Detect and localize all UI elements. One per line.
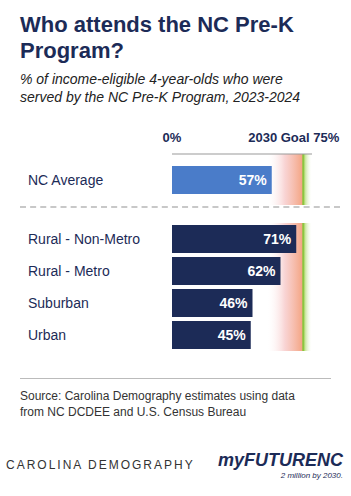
svg-text:0%: 0% [163, 130, 182, 145]
svg-text:71%: 71% [263, 231, 292, 247]
html-text:2 million by 2030.: 2 million by 2030. [280, 471, 343, 480]
svg-text:45%: 45% [218, 327, 247, 343]
html-text:Source: Carolina Demography es: Source: Carolina Demography estimates us… [20, 389, 295, 419]
svg-text:62%: 62% [247, 263, 276, 279]
html-text:CAROLINA DEMOGRAPHY: CAROLINA DEMOGRAPHY [6, 458, 195, 472]
svg-text:2030 Goal 75%: 2030 Goal 75% [248, 130, 339, 145]
svg-text:Urban: Urban [28, 327, 66, 343]
svg-text:46%: 46% [219, 295, 248, 311]
svg-text:NC Average: NC Average [28, 172, 103, 188]
svg-text:Rural - Non-Metro: Rural - Non-Metro [28, 231, 140, 247]
svg-text:57%: 57% [239, 172, 268, 188]
svg-text:Rural - Metro: Rural - Metro [28, 263, 110, 279]
html-text:% of income-eligible 4-year-ol: % of income-eligible 4-year-olds who wer… [20, 71, 301, 105]
svg-text:Suburban: Suburban [28, 295, 89, 311]
html-text:Who attends the NC Pre-K Progr: Who attends the NC Pre-K Program? [20, 12, 294, 63]
html-text:myFUTURENC: myFUTURENC [218, 450, 343, 470]
